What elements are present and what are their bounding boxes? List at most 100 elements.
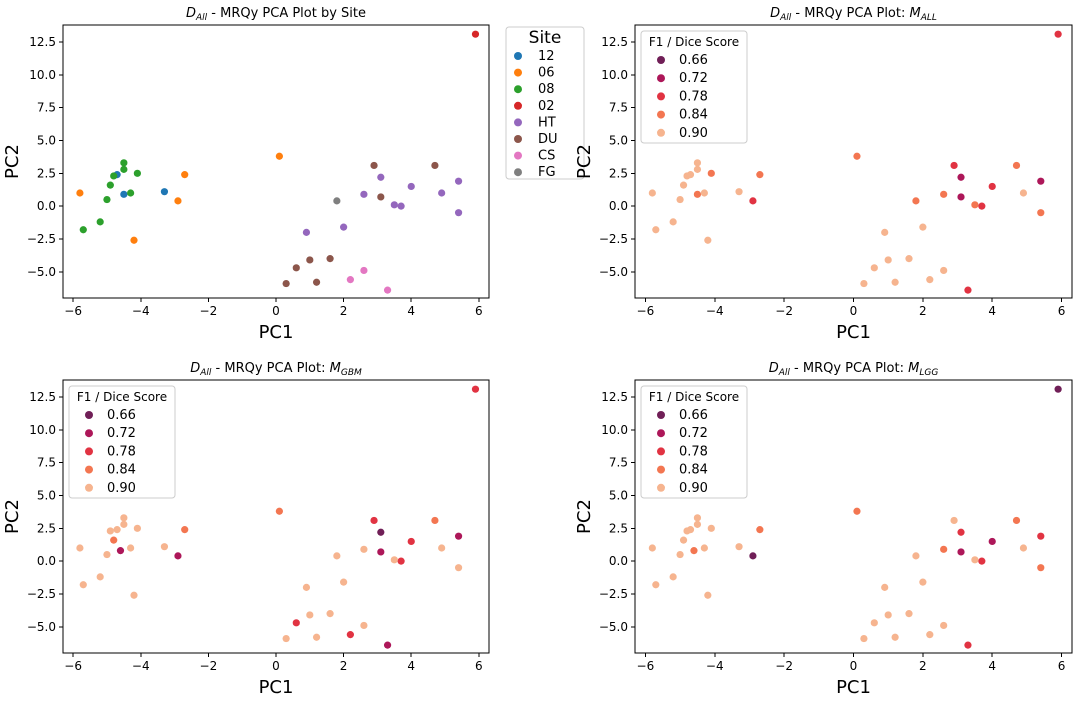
data-point (940, 266, 948, 275)
legend-marker (514, 151, 522, 160)
data-point (919, 223, 927, 231)
data-point (693, 520, 702, 528)
data-point (431, 161, 439, 170)
data-point (292, 619, 300, 627)
x-tick-label: 2 (340, 304, 348, 318)
legend-label: 0.84 (679, 108, 708, 123)
legend-label: 0.78 (679, 89, 708, 104)
data-point (912, 197, 920, 205)
legend-title: F1 / Dice Score (77, 390, 167, 404)
x-tick-label: 0 (850, 304, 858, 318)
data-point (881, 228, 889, 236)
data-point (360, 266, 368, 275)
legend-marker (85, 483, 93, 492)
data-point (96, 218, 104, 226)
data-points (76, 385, 480, 649)
y-tick-label: 2.5 (37, 521, 56, 535)
legend-marker (657, 110, 665, 119)
legend-marker (85, 411, 93, 419)
data-point (686, 171, 695, 179)
data-point (79, 226, 87, 234)
y-tick-label: 5.0 (609, 489, 628, 503)
x-tick-label: −2 (775, 659, 793, 673)
data-point (454, 532, 463, 540)
data-point (884, 256, 892, 264)
data-point (749, 197, 757, 205)
legend-marker (657, 447, 665, 456)
legend-box (640, 30, 748, 144)
data-point (302, 583, 311, 591)
legend-label: HT (538, 115, 556, 130)
data-point (707, 524, 715, 532)
data-point (160, 543, 169, 551)
data-point (756, 526, 764, 534)
data-point (957, 528, 965, 536)
data-point (120, 165, 128, 173)
x-tick-label: −6 (637, 304, 655, 318)
data-point (853, 507, 861, 515)
data-point (919, 578, 927, 586)
data-point (346, 276, 354, 284)
data-point (988, 537, 996, 546)
data-point (340, 223, 348, 231)
x-tick-label: 4 (988, 304, 996, 318)
legend-marker (657, 429, 665, 438)
data-point (957, 193, 965, 201)
data-point (700, 544, 708, 552)
data-point (377, 528, 385, 536)
data-point (96, 573, 104, 581)
data-point (306, 611, 314, 619)
data-point (275, 152, 283, 160)
x-tick-label: −2 (200, 659, 218, 673)
data-point (116, 547, 125, 555)
data-point (397, 202, 405, 210)
legend-label: 0.66 (679, 408, 708, 423)
data-point (950, 516, 958, 525)
legend-label: 0.72 (679, 71, 708, 86)
y-axis-label: PC2 (2, 499, 23, 534)
data-point (679, 536, 688, 544)
y-tick-label: 7.5 (609, 456, 628, 470)
data-point (950, 161, 958, 170)
data-point (853, 152, 861, 160)
data-point (957, 548, 965, 556)
data-point (120, 190, 128, 198)
data-point (652, 226, 660, 234)
y-tick-label: −2.5 (599, 587, 628, 601)
y-tick-label: 12.5 (29, 390, 56, 404)
y-tick-label: 0.0 (609, 199, 628, 213)
data-point (648, 189, 656, 197)
x-tick-label: 4 (407, 304, 415, 318)
data-point (130, 236, 138, 244)
y-tick-label: −5.0 (599, 265, 628, 279)
data-point (1037, 177, 1045, 185)
legend-marker (657, 56, 665, 64)
data-point (870, 264, 878, 272)
y-tick-label: 10.0 (29, 423, 56, 437)
data-point (884, 611, 892, 619)
legend-label: CS (538, 149, 555, 164)
data-point (676, 195, 684, 204)
legend-title: F1 / Dice Score (649, 35, 739, 49)
data-point (130, 591, 138, 599)
data-point (964, 641, 972, 649)
legend-label: 0.66 (679, 53, 708, 68)
data-point (957, 173, 965, 181)
y-tick-label: −2.5 (27, 587, 56, 601)
y-axis-label: PC2 (574, 144, 595, 179)
data-point (471, 385, 480, 393)
data-point (407, 182, 415, 191)
data-point (881, 583, 889, 591)
data-point (978, 557, 986, 565)
data-point (438, 189, 446, 197)
y-tick-label: 10.0 (601, 423, 628, 437)
data-point (360, 190, 368, 198)
data-point (360, 621, 368, 630)
legend-marker (85, 465, 93, 474)
y-tick-label: 10.0 (601, 68, 628, 82)
legend-label: 0.90 (107, 481, 136, 496)
data-point (302, 228, 311, 236)
y-tick-label: 5.0 (609, 134, 628, 148)
data-point (707, 169, 715, 177)
data-point (1012, 161, 1021, 170)
